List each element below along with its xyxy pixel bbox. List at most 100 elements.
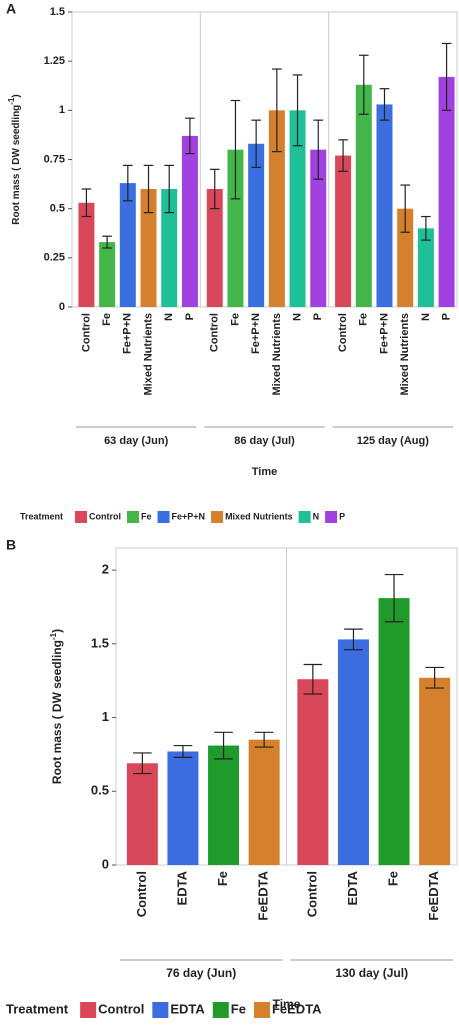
bar	[335, 155, 352, 307]
y-tick-label: 1.5	[91, 635, 109, 650]
y-axis-title-end: )	[50, 629, 64, 633]
bar	[126, 763, 158, 865]
x-tick-label: P	[184, 313, 196, 320]
bar	[208, 745, 240, 865]
legend-swatch	[75, 511, 88, 523]
x-tick-label: Mixed Nutrients	[399, 313, 411, 396]
bar	[310, 149, 327, 307]
group-label: 86 day (Jul)	[234, 435, 295, 447]
y-tick-label: 1.5	[50, 6, 65, 18]
bar	[289, 110, 306, 307]
legend-swatch	[325, 511, 338, 523]
y-axis-title-sup: -1	[7, 97, 16, 105]
legend-title: Treatment	[6, 1001, 69, 1016]
y-axis-title: Root mass ( DW seedling-1)	[7, 94, 22, 224]
legend-label: Fe	[141, 511, 152, 521]
x-tick-label: FeEDTA	[426, 870, 441, 920]
bar	[268, 110, 285, 307]
x-tick-label: Fe+P+N	[378, 313, 390, 354]
y-tick-label: 0.5	[91, 783, 109, 798]
y-tick-label: 1.25	[44, 55, 65, 67]
bar	[181, 135, 198, 307]
bar	[248, 739, 280, 865]
y-tick-label: 0.75	[44, 153, 65, 165]
legend-title: Treatment	[20, 511, 63, 521]
y-axis-title-sup: -1	[49, 632, 58, 640]
legend-swatch	[253, 1002, 270, 1018]
bar	[297, 679, 329, 865]
group-label: 76 day (Jun)	[166, 966, 236, 980]
x-tick-label: EDTA	[174, 870, 189, 905]
legend-label: Fe	[231, 1001, 246, 1016]
bar	[337, 639, 369, 865]
legend-label: Control	[98, 1001, 144, 1016]
x-tick-label: P	[312, 313, 324, 320]
bar	[167, 751, 199, 865]
legend-swatch	[127, 511, 140, 523]
legend-label: FeEDTA	[272, 1001, 322, 1016]
bar	[438, 76, 455, 308]
legend-swatch	[157, 511, 170, 523]
x-tick-label: Fe	[229, 313, 241, 326]
bar	[206, 189, 223, 307]
bar	[227, 149, 244, 307]
group-label: 130 day (Jul)	[335, 966, 408, 980]
y-tick-label: 0.25	[44, 252, 65, 264]
legend-swatch	[211, 511, 224, 523]
x-tick-label: Fe	[385, 871, 400, 886]
y-axis-title-main: Root mass ( DW seedling	[11, 105, 22, 225]
panel-label: A	[6, 1, 16, 17]
x-tick-label: Fe+P+N	[250, 313, 262, 354]
x-tick-label: EDTA	[345, 870, 360, 905]
legend-swatch	[80, 1002, 97, 1018]
x-tick-label: P	[440, 313, 452, 320]
x-tick-label: Control	[337, 313, 349, 352]
group-label: 125 day (Aug)	[357, 435, 429, 447]
y-tick-label: 2	[102, 562, 109, 577]
bar	[248, 143, 265, 307]
x-tick-label: Fe	[101, 313, 113, 326]
legend-label: P	[339, 511, 345, 521]
y-axis-title: Root mass ( DW seedling-1)	[49, 629, 64, 784]
bar	[355, 84, 372, 308]
legend-label: N	[313, 511, 320, 521]
x-axis-title: Time	[273, 997, 301, 1011]
bar	[78, 202, 95, 307]
x-tick-label: N	[420, 313, 432, 321]
bar	[419, 677, 451, 865]
x-tick-label: Fe	[215, 871, 230, 886]
x-axis-title: Time	[252, 466, 277, 478]
y-axis-title-main: Root mass ( DW seedling	[50, 640, 64, 784]
y-tick-label: 1	[59, 104, 65, 116]
y-tick-label: 1	[102, 709, 109, 724]
legend-swatch	[298, 511, 311, 523]
x-tick-label: Control	[304, 871, 319, 917]
x-tick-label: Control	[209, 313, 221, 352]
y-axis-title-end: )	[11, 94, 22, 97]
x-tick-label: FeEDTA	[256, 870, 271, 920]
bar	[397, 208, 414, 307]
bar	[161, 189, 178, 307]
legend-label: EDTA	[170, 1001, 205, 1016]
x-tick-label: Fe	[358, 313, 370, 326]
x-tick-label: N	[163, 313, 175, 321]
bar	[140, 189, 157, 307]
group-label: 63 day (Jun)	[104, 435, 169, 447]
bar	[376, 104, 393, 307]
legend-label: Mixed Nutrients	[225, 511, 293, 521]
x-tick-label: Fe+P+N	[122, 313, 134, 354]
bar	[99, 242, 116, 307]
legend-label: Fe+P+N	[172, 511, 206, 521]
bar	[417, 228, 434, 307]
x-tick-label: Control	[80, 313, 92, 352]
panel-label: B	[6, 537, 16, 553]
legend-swatch	[212, 1002, 229, 1018]
y-tick-label: 0	[59, 301, 65, 313]
bar	[378, 598, 410, 865]
legend-swatch	[152, 1002, 169, 1018]
x-tick-label: Control	[134, 871, 149, 917]
legend-label: Control	[89, 511, 121, 521]
x-tick-label: N	[291, 313, 303, 321]
bar	[119, 183, 136, 307]
